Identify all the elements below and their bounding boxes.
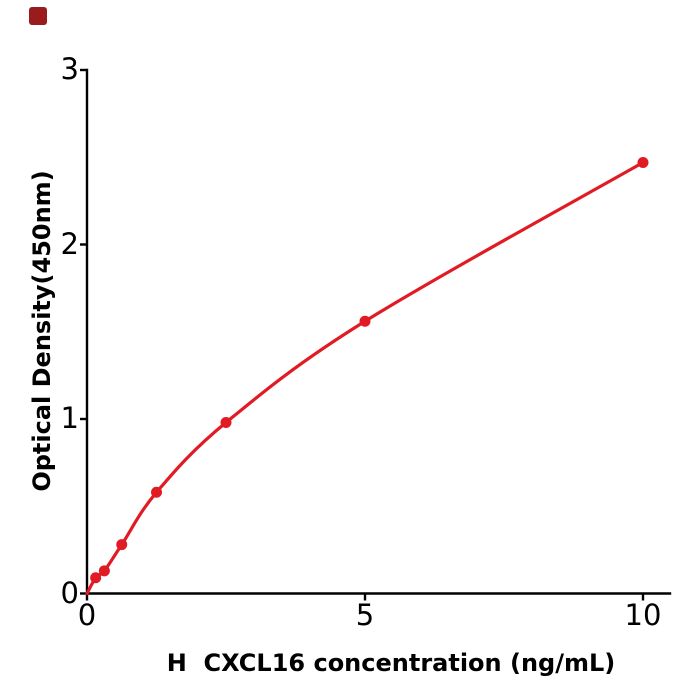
data-point [637, 156, 649, 168]
data-point [116, 539, 128, 551]
brand-mark [29, 7, 47, 25]
data-point [151, 486, 162, 498]
data-point [359, 315, 371, 327]
data-point [220, 416, 232, 428]
data-point [98, 565, 110, 577]
data-point [90, 572, 102, 584]
standard-curve [85, 160, 645, 596]
